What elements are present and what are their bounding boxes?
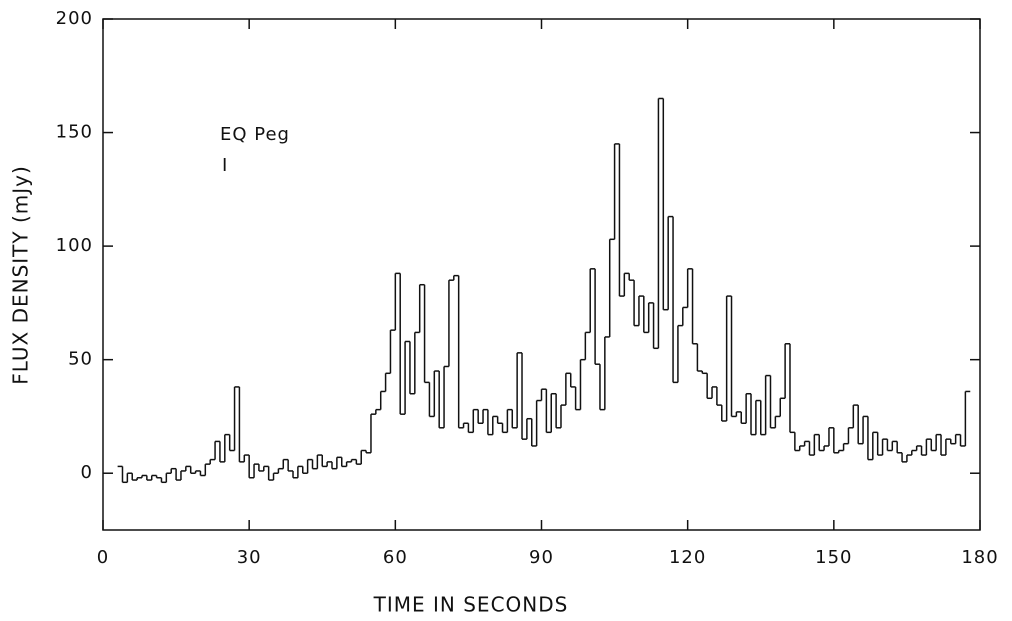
- x-tick-label: 120: [669, 547, 706, 568]
- x-axis-label: TIME IN SECONDS: [373, 593, 569, 617]
- x-tick-label: 0: [97, 547, 109, 568]
- annotation: EQ Peg: [220, 124, 290, 145]
- x-tick-label: 150: [815, 547, 852, 568]
- y-tick-label: 100: [56, 235, 93, 256]
- x-tick-label: 180: [961, 547, 998, 568]
- y-axis-label: FLUX DENSITY (mJy): [9, 165, 33, 385]
- x-tick-label: 90: [529, 547, 554, 568]
- y-tick-label: 200: [56, 8, 93, 29]
- y-tick-label: 150: [56, 122, 93, 143]
- x-tick-label: 60: [383, 547, 408, 568]
- x-tick-label: 30: [237, 547, 262, 568]
- y-tick-label: 50: [68, 349, 93, 370]
- annotation: I: [222, 155, 228, 176]
- y-tick-label: 0: [81, 462, 93, 483]
- plot-frame: [102, 18, 981, 531]
